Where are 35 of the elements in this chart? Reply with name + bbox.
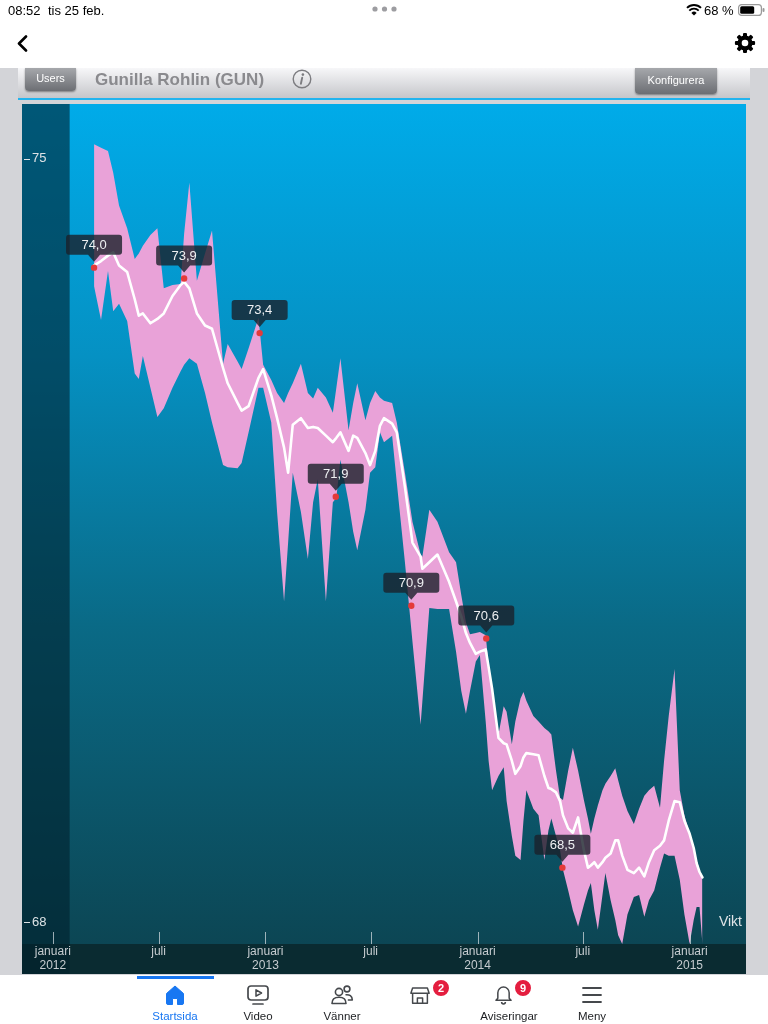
data-label: 71,9 — [323, 465, 349, 481]
x-tick-label: januari 2015 — [670, 944, 708, 973]
point — [559, 864, 566, 871]
x-tick-label: januari 2013 — [246, 944, 284, 973]
x-tick-label: juli — [150, 944, 166, 959]
text: 08:52 — [8, 3, 41, 18]
point — [332, 493, 339, 500]
point — [483, 635, 490, 642]
point — [408, 602, 415, 610]
text: 68 % — [704, 3, 734, 18]
button: Konfigurera — [635, 68, 717, 94]
y-axis-title: Vikt — [718, 912, 743, 929]
data-label: 70,6 — [473, 607, 499, 623]
x-tick-label: juli — [362, 944, 378, 959]
button: Users — [25, 68, 76, 91]
text: Startsida — [152, 1010, 198, 1022]
chart-title: Gunilla Rohlin (GUN) — [95, 69, 265, 91]
point — [256, 329, 263, 337]
y-tick-label: 75 — [32, 150, 47, 166]
text: Aviseringar — [480, 1010, 538, 1022]
x-tick-label: juli — [574, 944, 591, 959]
data-label: 73,4 — [247, 302, 273, 318]
point — [180, 275, 188, 282]
x-tick-label: januari 2012 — [33, 944, 71, 973]
text: Video — [243, 1010, 273, 1022]
data-label: 68,5 — [549, 836, 576, 852]
data-label: 70,9 — [398, 574, 424, 590]
y-tick-label: 68 — [32, 913, 47, 929]
x-tick-label: januari 2014 — [458, 944, 496, 973]
text: Vänner — [323, 1010, 361, 1022]
text: Meny — [577, 1010, 607, 1022]
data-label: 73,9 — [171, 247, 197, 263]
point — [90, 264, 98, 271]
data-label: 74,0 — [81, 236, 107, 252]
text: tis 25 feb. — [48, 3, 105, 18]
